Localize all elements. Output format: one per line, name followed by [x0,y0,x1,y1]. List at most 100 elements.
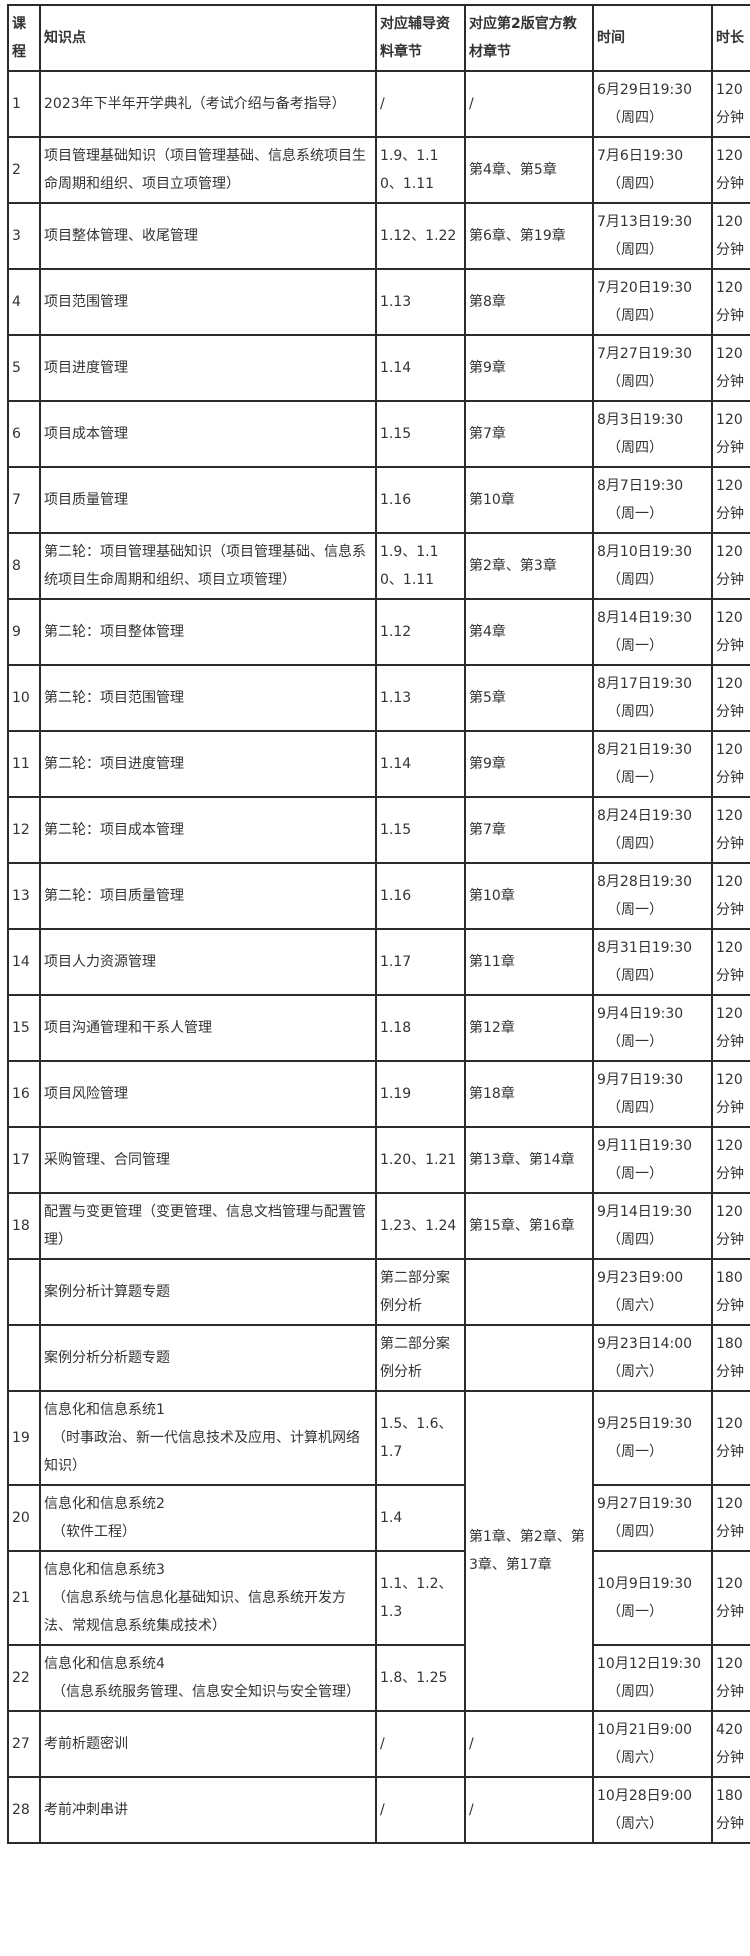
time-cell: 8月21日19:30 （周一） [592,730,713,798]
weekday: （周四） [607,242,663,258]
date: 9月23日9:00 [597,1270,684,1286]
topic: 项目进度管理 [39,334,377,402]
textbook-chapter: 第4章、第5章 [464,136,594,204]
guide-chapter: 1.12 [375,598,466,666]
course-num: 1 [7,70,41,138]
date: 10月9日19:30 [597,1576,693,1592]
course-num [7,1324,41,1392]
date: 8月3日19:30 [597,412,684,428]
date: 8月31日19:30 [597,940,693,956]
textbook-chapter: 第13章、第14章 [464,1126,594,1194]
duration: 120分钟 [711,1060,750,1128]
topic: 第二轮：项目成本管理 [39,796,377,864]
topic: 项目人力资源管理 [39,928,377,996]
table-row: 1 2023年下半年开学典礼（考试介绍与备考指导） //6月29日19:30 （周四）… [7,70,750,138]
course-num: 14 [7,928,41,996]
guide-chapter: 1.13 [375,664,466,732]
time-cell: 8月14日19:30 （周一） [592,598,713,666]
topic: 信息化和信息系统2 （软件工程） [39,1484,377,1552]
table-row: 27 考前析题密训 //10月21日9:00 （周六） 420分钟 [7,1710,750,1778]
weekday: （周四） [607,440,663,456]
weekday: （周一） [607,770,663,786]
topic: 项目质量管理 [39,466,377,534]
duration: 120分钟 [711,1484,750,1552]
topic: 项目范围管理 [39,268,377,336]
guide-chapter: 1.17 [375,928,466,996]
weekday: （周一） [607,1444,663,1460]
guide-chapter: 1.5、1.6、1.7 [375,1390,466,1486]
textbook-chapter [464,1324,594,1392]
table-row: 12 第二轮：项目成本管理 1.15 第7章 8月24日19:30 （周四） 120分钟 [7,796,750,864]
table-row: 19 信息化和信息系统1 （时事政治、新一代信息技术及应用、计算机网络知识） 1.5、… [7,1390,750,1712]
topic: 考前析题密训 [39,1710,377,1778]
time-cell: 8月3日19:30 （周四） [592,400,713,468]
course-num: 4 [7,268,41,336]
table-row: 11 第二轮：项目进度管理 1.14 第9章 8月21日19:30 （周一） 120分钟 [7,730,750,798]
weekday: （周四） [607,1100,663,1116]
duration: 120分钟 [711,994,750,1062]
topic: 第二轮：项目质量管理 [39,862,377,930]
topic: 项目成本管理 [39,400,377,468]
table-row: 20 信息化和信息系统2 （软件工程） 1.4 9月27日19:30 （周四） 120分钟 [7,1484,750,1552]
table-row: 22 信息化和信息系统4 （信息系统服务管理、信息安全知识与安全管理） 1.8、1.2… [7,1644,750,1712]
topic: 配置与变更管理（变更管理、信息文档管理与配置管理） [39,1192,377,1260]
textbook-chapter: / [464,1776,594,1844]
guide-chapter: 1.14 [375,730,466,798]
table-row: 3 项目整体管理、收尾管理 1.12、1.22 第6章、第19章 7月13日19:30 （… [7,202,750,270]
duration: 120分钟 [711,1644,750,1712]
table-row: 2 项目管理基础知识（项目管理基础、信息系统项目生命周期和组织、项目立项管理） 1.… [7,136,750,204]
table-row: 17 采购管理、合同管理 1.20、1.21 第13章、第14章 9月11日19:30 （… [7,1126,750,1194]
date: 8月17日19:30 [597,676,693,692]
duration: 120分钟 [711,334,750,402]
time-cell: 7月20日19:30 （周四） [592,268,713,336]
topic-detail: （软件工程） [52,1524,136,1540]
header-time: 时间 [592,4,713,72]
date: 10月21日9:00 [597,1722,693,1738]
course-num [7,1258,41,1326]
course-schedule-table: 课程 知识点 对应辅导资料章节 对应第2版官方教材章节 时间 时长 1 2023年… [7,4,750,1844]
guide-chapter: 1.19 [375,1060,466,1128]
course-num: 6 [7,400,41,468]
guide-chapter: 1.8、1.25 [375,1644,466,1712]
duration: 120分钟 [711,928,750,996]
textbook-chapter [464,1258,594,1326]
guide-chapter: 1.12、1.22 [375,202,466,270]
weekday: （周四） [607,968,663,984]
time-cell: 10月21日9:00 （周六） [592,1710,713,1778]
header-textbook: 对应第2版官方教材章节 [464,4,594,72]
duration: 120分钟 [711,1550,750,1646]
date: 8月14日19:30 [597,610,693,626]
table-row: 15 项目沟通管理和干系人管理 1.18 第12章 9月4日19:30 （周一） 120分钟 [7,994,750,1062]
topic: 2023年下半年开学典礼（考试介绍与备考指导） [39,70,377,138]
table-row: 案例分析计算题专题 第二部分案例分析 9月23日9:00 （周六） 180分钟 [7,1258,750,1326]
course-num: 18 [7,1192,41,1260]
topic: 项目风险管理 [39,1060,377,1128]
guide-chapter: 1.16 [375,862,466,930]
time-cell: 7月27日19:30 （周四） [592,334,713,402]
guide-chapter: 1.9、1.10、1.11 [375,532,466,600]
duration: 180分钟 [711,1324,750,1392]
date: 8月10日19:30 [597,544,693,560]
textbook-chapter: 第15章、第16章 [464,1192,594,1260]
time-cell: 8月28日19:30 （周一） [592,862,713,930]
date: 7月13日19:30 [597,214,693,230]
textbook-chapter: 第10章 [464,862,594,930]
topic-title: 信息化和信息系统2 [44,1496,165,1512]
course-num: 12 [7,796,41,864]
textbook-chapter: 第8章 [464,268,594,336]
weekday: （周一） [607,1034,663,1050]
duration: 120分钟 [711,1192,750,1260]
time-cell: 9月4日19:30 （周一） [592,994,713,1062]
time-cell: 8月31日19:30 （周四） [592,928,713,996]
table-row: 4 项目范围管理 1.13 第8章 7月20日19:30 （周四） 120分钟 [7,268,750,336]
table-row: 案例分析分析题专题 第二部分案例分析 9月23日14:00 （周六） 180分钟 [7,1324,750,1392]
duration: 120分钟 [711,136,750,204]
date: 9月11日19:30 [597,1138,693,1154]
guide-chapter: 1.18 [375,994,466,1062]
date: 9月7日19:30 [597,1072,684,1088]
textbook-chapter: / [464,70,594,138]
topic: 信息化和信息系统4 （信息系统服务管理、信息安全知识与安全管理） [39,1644,377,1712]
table-row: 5 项目进度管理 1.14 第9章 7月27日19:30 （周四） 120分钟 [7,334,750,402]
guide-chapter: 1.20、1.21 [375,1126,466,1194]
date: 8月28日19:30 [597,874,693,890]
